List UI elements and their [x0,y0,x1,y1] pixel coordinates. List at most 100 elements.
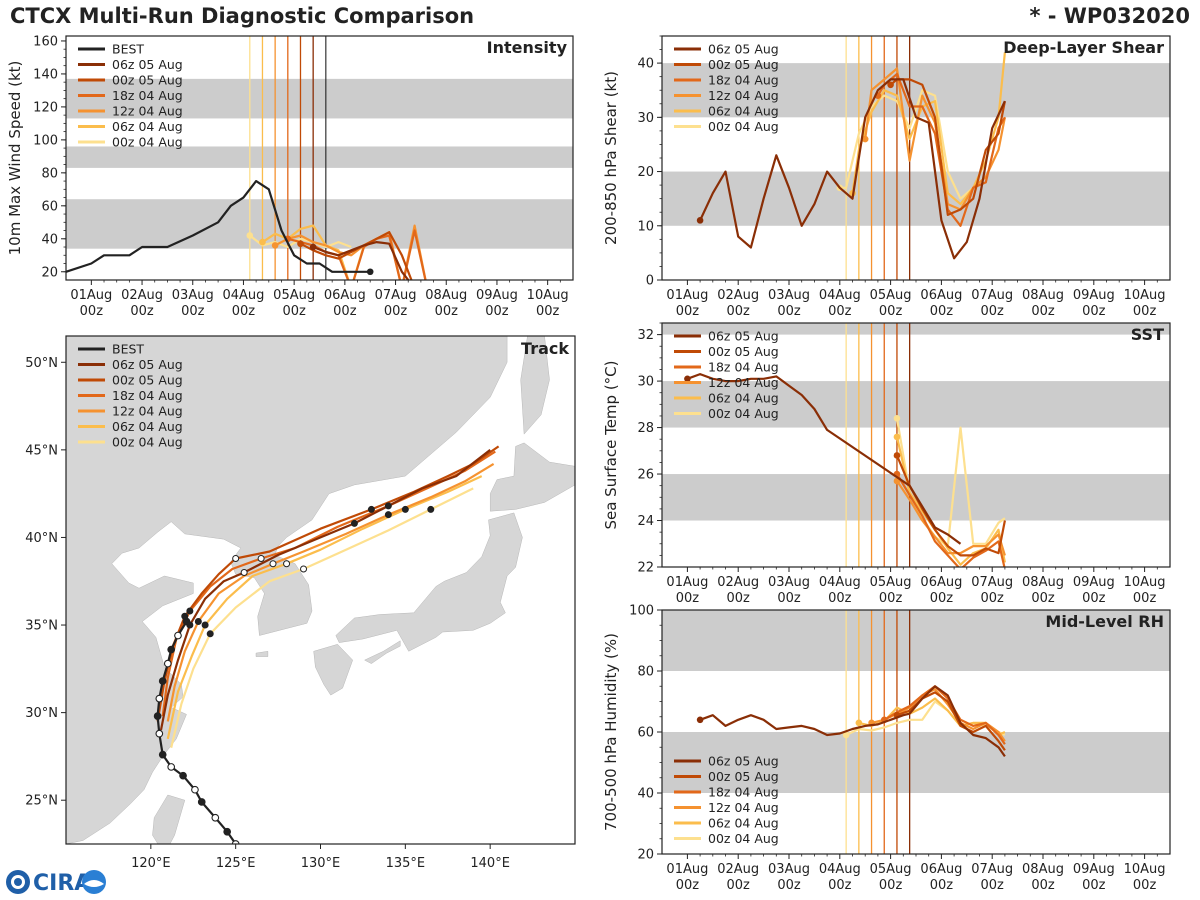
rh-series-06z-05-aug [699,685,1006,758]
rh-xtick-label: 09Aug [1073,862,1115,877]
land-taiwan [152,794,186,844]
intensity-xtick-label: 05Aug [273,288,315,303]
legend-label-06z-05-aug: 06z 05 Aug [708,754,779,769]
shear-panel: 01020304001Aug00z02Aug00z03Aug00z04Aug00… [602,35,1171,319]
shear-xtick-label-hour: 00z [1031,304,1055,319]
intensity-series-best [66,180,371,273]
intensity-xtick-label-hour: 00z [232,304,256,319]
sst-ytick-label: 26 [637,468,654,483]
track-best-point [179,771,187,780]
track-best-point [158,750,167,759]
legend-label-18z-04-aug: 18z 04 Aug [708,360,779,375]
intensity-title: Intensity [487,38,568,57]
track-forecast-point-18z-04-aug [384,502,392,510]
land-hokkaido [489,442,575,512]
legend-label-00z-05-aug: 00z 05 Aug [112,73,183,88]
track-land [66,336,575,844]
track-forecast-point-12z-04-aug [194,618,202,626]
track-ytick-label: 40°N [25,531,58,546]
intensity-xtick-label-hour: 00z [80,304,104,319]
intensity-xtick-label-hour: 00z [333,304,357,319]
logo-text: CIRA [33,871,91,896]
legend-label-06z-04-aug: 06z 04 Aug [708,391,779,406]
sst-init-point-06z-04-aug [893,433,901,441]
shear-xtick-label: 01Aug [666,288,708,303]
sst-xtick-label: 06Aug [920,575,962,590]
rh-xtick-label: 06Aug [920,862,962,877]
legend-label-18z-04-aug: 18z 04 Aug [112,388,183,403]
sst-panel: 22242628303201Aug00z02Aug00z03Aug00z04Au… [602,322,1171,606]
shear-xtick-label-hour: 00z [879,304,903,319]
intensity-ytick-label: 80 [41,166,58,181]
rh-xtick-label-hour: 00z [1082,878,1106,893]
sst-ytick-label: 30 [637,375,654,390]
track-forecast-point-00z-04-aug [300,565,308,573]
sst-band-1 [662,381,1170,428]
shear-xtick-label: 07Aug [971,288,1013,303]
sst-xtick-label-hour: 00z [930,591,954,606]
track-best-point [231,840,240,844]
intensity-ytick-label: 40 [41,232,58,247]
track-forecast-point-00z-04-aug [206,630,214,638]
legend-label-06z-04-aug: 06z 04 Aug [112,419,183,434]
track-best-point [211,813,220,822]
sst-xtick-label-hour: 00z [1031,591,1055,606]
rh-ylabel: 700-500 hPa Humidity (%) [602,633,620,831]
track-forecast-point-06z-05-aug [186,621,194,629]
sst-title: SST [1131,325,1164,344]
rh-ytick-label: 40 [637,787,654,802]
intensity-band-1 [66,146,573,168]
intensity-series-12z-04-aug [274,224,427,280]
legend-label-06z-05-aug: 06z 05 Aug [708,42,779,57]
sst-xtick-label: 01Aug [666,575,708,590]
shear-title: Deep-Layer Shear [1003,38,1164,57]
shear-init-point-00z-05-aug [887,81,894,89]
rh-title: Mid-Level RH [1045,612,1164,631]
sst-xtick-label: 03Aug [768,575,810,590]
rh-ytick-label: 80 [637,665,654,680]
track-xtick-label: 125°E [216,856,256,871]
shear-xtick-label: 06Aug [920,288,962,303]
intensity-ytick-label: 140 [33,67,58,82]
rh-xtick-label-hour: 00z [777,878,801,893]
track-forecast-point-00z-04-aug [427,505,435,513]
intensity-xtick-label: 08Aug [425,288,467,303]
track-panel: 120°E 125°E 130°E 135°E 140°E 25°N 30°N 35°N 40°… [25,335,576,871]
rh-lines [696,685,1006,758]
land-asia-mainland [66,336,508,844]
legend-label-00z-04-aug: 00z 04 Aug [112,435,183,450]
sst-ytick-label: 28 [637,421,654,436]
legend-label-best: BEST [112,42,144,57]
shear-xtick-label: 02Aug [717,288,759,303]
land-honshu [335,512,523,652]
legend-label-06z-05-aug: 06z 05 Aug [112,57,183,72]
track-forecast-point-18z-04-aug [186,607,194,615]
shear-ytick-label: 40 [637,57,654,72]
legend-label-06z-04-aug: 06z 04 Aug [708,816,779,831]
track-best-point [174,631,182,640]
legend-label-18z-04-aug: 18z 04 Aug [708,785,779,800]
land-shikoku [364,640,401,664]
rh-series-06z-04-aug [858,697,1006,737]
rh-xtick-label: 04Aug [819,862,861,877]
track-ytick-label: 25°N [25,794,58,809]
land-sakhalin [520,336,550,435]
sst-ytick-label: 24 [637,514,654,529]
storm-id: * - WP032020 [1029,4,1190,28]
sst-series-12z-04-aug [896,480,1006,556]
intensity-init-point-06z-05-aug [309,243,317,251]
track-series-06z-04-aug [166,475,483,740]
shear-xtick-label: 09Aug [1073,288,1115,303]
track-best-point [197,798,206,806]
sst-ytick-label: 32 [637,328,654,343]
intensity-xtick-label: 09Aug [476,288,518,303]
rh-ytick-label: 60 [637,726,654,741]
shear-xtick-label-hour: 00z [727,304,751,319]
shear-xtick-label: 04Aug [819,288,861,303]
figure-title: CTCX Multi-Run Diagnostic Comparison [10,4,475,28]
sst-xtick-label-hour: 00z [879,591,903,606]
intensity-ytick-label: 160 [33,34,58,49]
track-forecast-point-06z-04-aug [201,621,209,629]
rh-ytick-label: 20 [637,848,654,863]
